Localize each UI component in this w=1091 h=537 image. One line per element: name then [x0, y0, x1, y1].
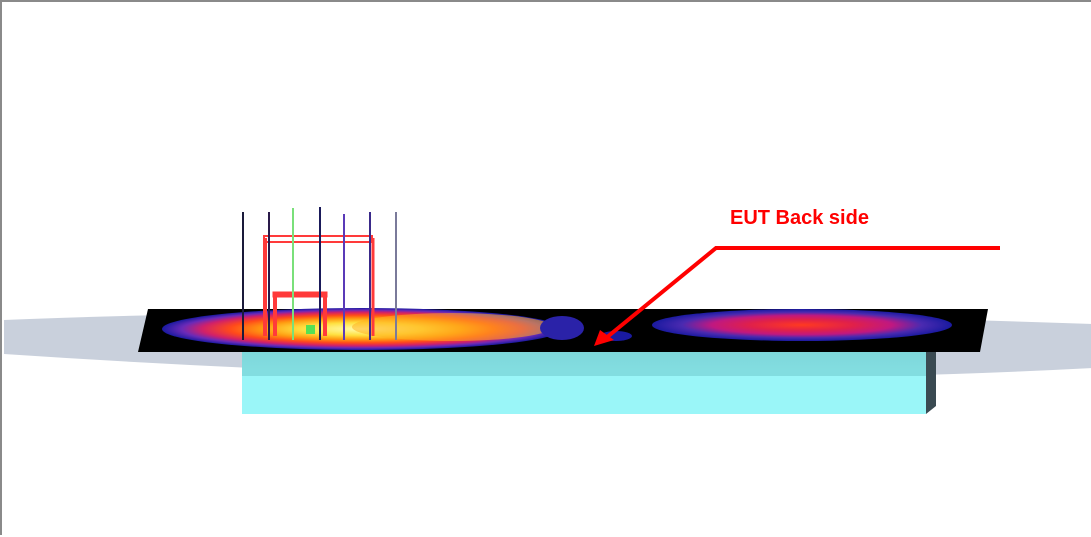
field-heatmap — [162, 308, 952, 350]
eut-body — [242, 342, 936, 414]
annotation-label: EUT Back side — [730, 207, 869, 229]
probe-frame — [263, 235, 375, 336]
annotation-arrowhead — [594, 330, 614, 346]
probe-marker — [306, 325, 315, 334]
probe-lines — [242, 207, 397, 340]
annotation-leader-line — [604, 246, 1000, 340]
